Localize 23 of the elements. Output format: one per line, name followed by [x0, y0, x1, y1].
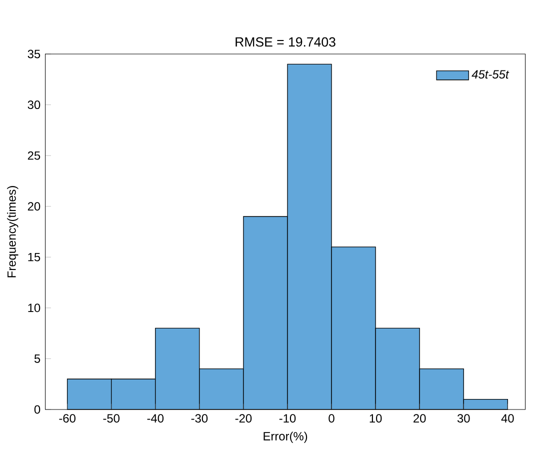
y-tick-label: 35 — [28, 50, 40, 58]
x-tick-label: -50 — [103, 414, 120, 423]
x-tick-label: -60 — [59, 414, 76, 423]
x-tick-label: 0 — [328, 414, 334, 423]
x-tick-label: 20 — [414, 414, 426, 423]
y-tick-label: 15 — [28, 252, 40, 262]
x-tick-label: -20 — [235, 414, 252, 423]
x-tick-label: 40 — [501, 414, 514, 423]
y-axis-title: Frequency(times) — [7, 186, 18, 278]
y-tick-label: 10 — [28, 304, 40, 312]
y-tick-label: 20 — [28, 202, 40, 211]
y-tick-label: 0 — [34, 405, 40, 414]
y-tick-label: 5 — [34, 354, 40, 363]
x-tick-label: -10 — [279, 414, 296, 423]
x-tick-label: 10 — [370, 414, 382, 423]
x-tick-label: 30 — [457, 414, 470, 423]
x-tick-label: -40 — [147, 414, 164, 423]
x-tick-label: -30 — [191, 414, 208, 423]
y-tick-label: 25 — [28, 151, 40, 160]
chart-title: RMSE = 19.7403 — [236, 37, 336, 47]
x-axis-title: Error(%) — [264, 432, 308, 443]
y-tick-label: 30 — [28, 100, 40, 109]
legend-label: 45t-55t — [472, 70, 510, 79]
